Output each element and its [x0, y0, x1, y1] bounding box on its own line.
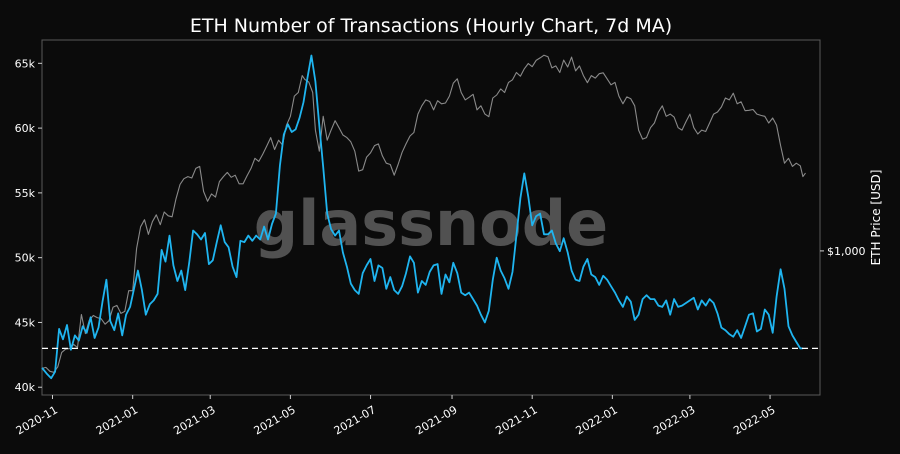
y-tick-label: 65k	[15, 57, 36, 70]
y-tick-label: 40k	[15, 381, 36, 394]
x-tick-label: 2020-11	[14, 403, 60, 437]
y-tick-label: 45k	[15, 316, 36, 329]
chart-title: ETH Number of Transactions (Hourly Chart…	[190, 15, 672, 37]
price-line	[41, 54, 806, 373]
x-tick-label: 2022-03	[651, 403, 697, 437]
y2-tick-label: $1,000	[827, 245, 866, 258]
x-tick-label: 2022-05	[731, 403, 777, 437]
x-tick-label: 2021-05	[252, 403, 298, 437]
x-tick-label: 2021-01	[94, 403, 140, 437]
y-tick-label: 55k	[15, 187, 36, 200]
watermark-text: glassnode	[254, 187, 608, 260]
x-tick-label: 2022-01	[574, 403, 620, 437]
y2-axis-label: ETH Price [USD]	[869, 170, 883, 266]
x-tick-label: 2021-09	[413, 403, 459, 437]
x-tick-label: 2021-03	[171, 403, 217, 437]
transactions-line	[41, 54, 803, 380]
x-tick-label: 2021-11	[493, 403, 539, 437]
plot-frame	[41, 39, 821, 396]
y-tick-label: 50k	[15, 252, 36, 265]
y-tick-label: 60k	[15, 122, 36, 135]
x-tick-label: 2021-07	[332, 403, 378, 437]
